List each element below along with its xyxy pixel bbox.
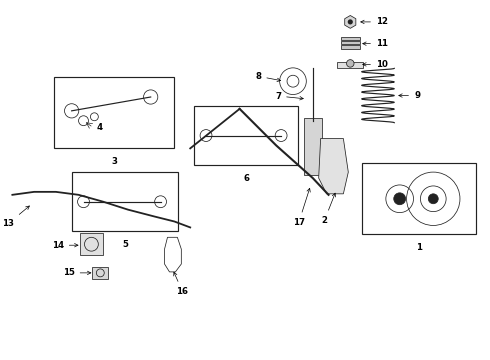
Bar [341,37,360,40]
Text: 10: 10 [363,60,388,69]
Text: 4: 4 [97,123,102,132]
Bar [338,62,363,68]
Text: 15: 15 [63,268,91,277]
Circle shape [346,60,354,67]
Text: 3: 3 [111,157,117,166]
Text: 12: 12 [361,17,388,26]
Text: 5: 5 [122,240,128,249]
Text: 14: 14 [51,241,78,250]
Text: 7: 7 [275,91,303,100]
Polygon shape [93,267,108,279]
Bar [194,106,298,165]
Polygon shape [345,15,356,28]
Bar [304,118,321,175]
Circle shape [394,193,406,205]
Text: 9: 9 [399,91,420,100]
Bar [341,41,360,44]
Bar [362,163,476,234]
Text: 13: 13 [2,206,29,228]
Bar [54,77,174,148]
Text: 6: 6 [243,174,249,183]
Text: 17: 17 [293,188,310,226]
Bar [79,233,103,255]
Bar [341,45,360,49]
Polygon shape [318,139,348,194]
Circle shape [348,19,353,24]
Text: 8: 8 [255,72,281,82]
Bar [72,172,178,231]
Text: 16: 16 [174,272,188,296]
Text: 11: 11 [363,39,388,48]
Circle shape [428,194,438,204]
Text: 1: 1 [416,243,422,252]
Text: 2: 2 [321,193,336,225]
